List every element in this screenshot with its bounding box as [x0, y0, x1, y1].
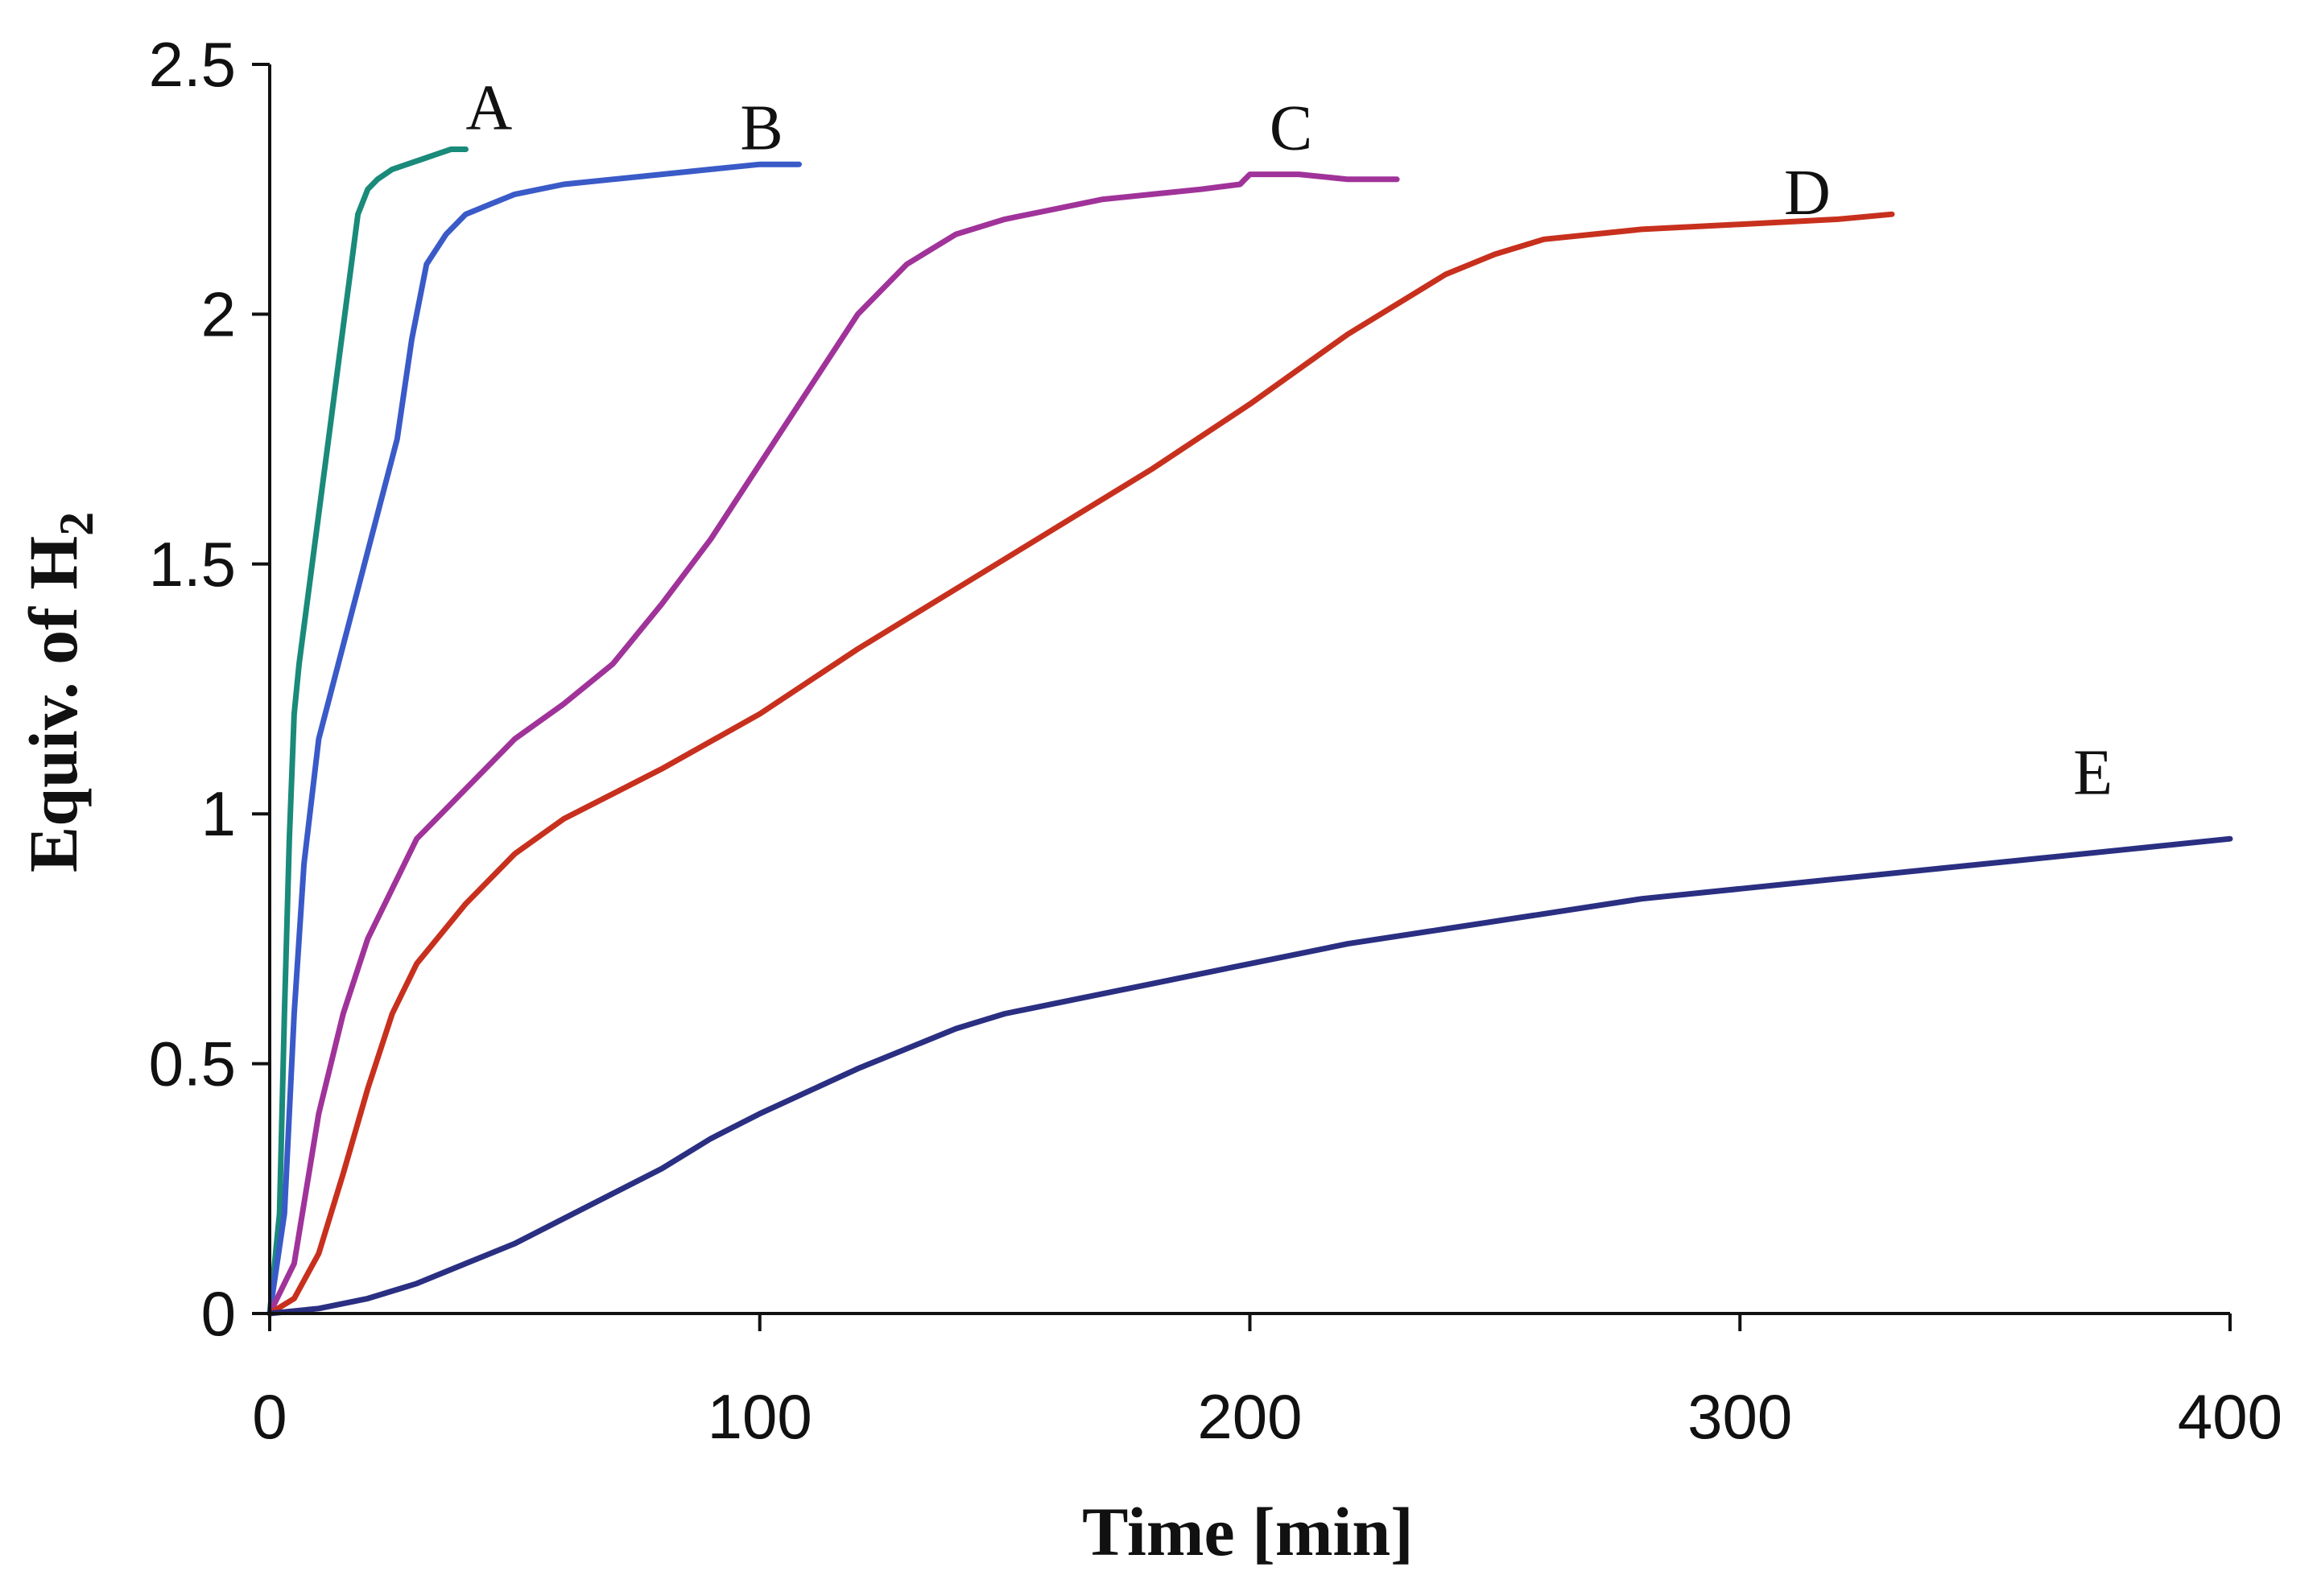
x-tick-label: 200	[1197, 1381, 1302, 1452]
y-tick-label: 2.5	[149, 29, 236, 100]
y-tick-label: 0.5	[149, 1029, 236, 1099]
tick-labels: 0 100 200 300 400 0 0.5 1 1.5 2 2.5	[149, 29, 2283, 1452]
series-label-e: E	[2073, 737, 2113, 808]
x-tick-label: 400	[2178, 1381, 2282, 1452]
y-tick-label: 0	[201, 1278, 236, 1349]
x-tick-label: 300	[1687, 1381, 1792, 1452]
axes	[268, 64, 2230, 1315]
series-line-e	[266, 835, 2233, 1317]
y-axis-title-subscript: 2	[50, 512, 103, 536]
x-tick-label: 0	[252, 1381, 287, 1452]
plot-lines	[266, 146, 2233, 1317]
y-tick-label: 1.5	[149, 529, 236, 600]
series-label-c: C	[1270, 93, 1312, 164]
series-line-a	[266, 146, 469, 1317]
ticks	[252, 63, 2232, 1331]
y-tick-label: 2	[201, 278, 236, 349]
series-labels: A B C D E	[466, 73, 2113, 809]
y-axis-title: Equiv. of H2	[14, 512, 103, 872]
series-line-c	[266, 171, 1400, 1317]
series-label-a: A	[466, 73, 513, 144]
x-axis-title: Time [min]	[1082, 1493, 1414, 1570]
y-axis-title-text: Equiv. of H	[14, 536, 92, 872]
y-tick-label: 1	[201, 778, 236, 849]
series-label-d: D	[1784, 158, 1831, 229]
series-line-d	[266, 211, 1895, 1317]
series-line-b	[266, 161, 802, 1317]
series-label-b: B	[740, 93, 783, 164]
x-tick-label: 100	[708, 1381, 812, 1452]
